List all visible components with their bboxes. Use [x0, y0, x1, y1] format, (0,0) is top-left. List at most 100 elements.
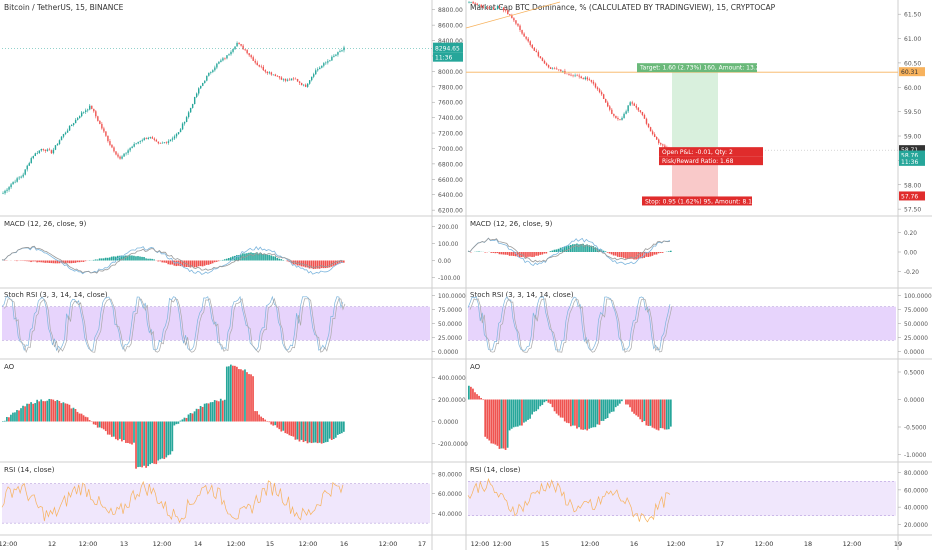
sub-tick-label: -200.0000 — [438, 442, 468, 448]
candle-body — [165, 142, 168, 143]
ao-bar — [30, 402, 32, 422]
ao-bar — [322, 421, 325, 444]
candle-body — [131, 146, 133, 149]
macd-hist-bar — [567, 245, 570, 252]
indicator-band — [468, 306, 896, 341]
ao-bar — [300, 421, 303, 440]
candle-body — [226, 55, 228, 59]
candle-body — [167, 141, 170, 143]
macd-hist-bar — [191, 260, 194, 267]
candle-body — [298, 81, 301, 83]
candle-body — [242, 45, 244, 50]
ao-bar — [643, 399, 646, 422]
candle-body — [195, 93, 198, 97]
candle-body — [566, 73, 568, 75]
candle-body — [42, 149, 45, 150]
y-tick-label: 8800.00 — [438, 7, 463, 14]
candle-body — [28, 163, 30, 166]
ao-bar — [133, 421, 135, 443]
macd-hist-bar — [498, 252, 501, 255]
candle-body — [93, 108, 95, 112]
sub-tick-label: 0.5000 — [904, 371, 925, 377]
ao-bar — [48, 398, 51, 422]
ao-bar — [50, 399, 53, 422]
ao-bar — [570, 399, 572, 427]
ao-bar — [12, 412, 14, 422]
ao-bar — [70, 408, 73, 422]
x-tick-label: 14 — [194, 540, 202, 548]
candle-body — [46, 149, 49, 151]
macd-hist-bar — [36, 260, 38, 263]
candle-body — [78, 116, 81, 119]
macd-hist-bar — [32, 260, 34, 262]
macd-hist-bar — [28, 260, 30, 262]
candle-body — [54, 145, 57, 150]
ao-bar — [576, 399, 578, 429]
ao-bar — [223, 399, 226, 422]
candle-body — [315, 70, 317, 75]
macd-hist-bar — [78, 260, 81, 263]
candle-body — [292, 78, 295, 80]
chart1-title: Bitcoin / TetherUS, 15, BINANCE — [4, 3, 124, 12]
macd-hist-bar — [570, 244, 572, 252]
y-tick-label: 57.50 — [904, 207, 921, 214]
ao-bar — [298, 421, 301, 442]
candle-body — [519, 25, 521, 31]
ao-bar — [612, 399, 615, 412]
ao-bar — [537, 399, 540, 410]
candle-body — [147, 137, 149, 139]
ao-bar — [40, 399, 43, 422]
ao-bar — [637, 399, 640, 417]
candle-body — [529, 41, 531, 45]
ao-bar — [649, 399, 652, 426]
ao-bar — [244, 369, 246, 422]
candle-body — [596, 87, 599, 90]
candle-body — [649, 127, 652, 132]
ao-bar — [94, 421, 97, 425]
candle-body — [250, 55, 252, 58]
candle-body — [288, 79, 291, 81]
ao-bar — [598, 399, 601, 425]
x-tick-label: 17 — [716, 540, 724, 548]
candle-body — [323, 63, 325, 66]
macd-hist-bar — [512, 252, 515, 256]
macd-hist-bar — [179, 260, 182, 267]
candle-body — [327, 61, 329, 63]
candle-body — [157, 141, 160, 144]
macd-hist-bar — [334, 260, 337, 266]
candle-body — [655, 137, 658, 140]
target-label: Target: 1.60 (2.73%) 160, Amount: 13.2 — [639, 65, 760, 72]
ao-bar — [500, 399, 503, 449]
sub-tick-label: 400.0000 — [438, 376, 466, 382]
ao-bar — [535, 399, 538, 412]
macd-hist-bar — [328, 260, 331, 268]
countdown-tag — [433, 52, 463, 62]
ao-bar — [145, 421, 147, 468]
macd-hist-bar — [165, 260, 168, 263]
y-tick-label: 60.00 — [904, 85, 921, 92]
sub-tick-label: 100.00 — [438, 242, 459, 248]
candle-body — [576, 75, 578, 77]
ao-bar — [213, 400, 216, 422]
candle-body — [306, 83, 309, 87]
price-tag — [899, 191, 925, 201]
ao-bar — [10, 414, 12, 422]
ao-bar — [482, 399, 485, 401]
ao-bar — [308, 421, 311, 443]
ao-bar — [197, 409, 200, 422]
macd-hist-bar — [143, 257, 145, 261]
macd-hist-bar — [312, 260, 315, 270]
macd-hist-bar — [541, 252, 544, 255]
ao-bar — [574, 399, 576, 426]
macd-hist-bar — [594, 247, 597, 252]
candle-body — [290, 78, 293, 81]
ao-bar — [567, 399, 570, 424]
ao-bar — [135, 421, 137, 469]
macd-hist-bar — [302, 260, 305, 267]
sub-tick-label: 0.00 — [904, 251, 917, 257]
ao-bar — [284, 421, 287, 434]
ao-bar — [336, 421, 339, 435]
x-tick-label: 12:00 — [581, 540, 600, 548]
chart2-stoch-name: Stoch RSI (3, 3, 14, 14, close) — [470, 291, 574, 299]
